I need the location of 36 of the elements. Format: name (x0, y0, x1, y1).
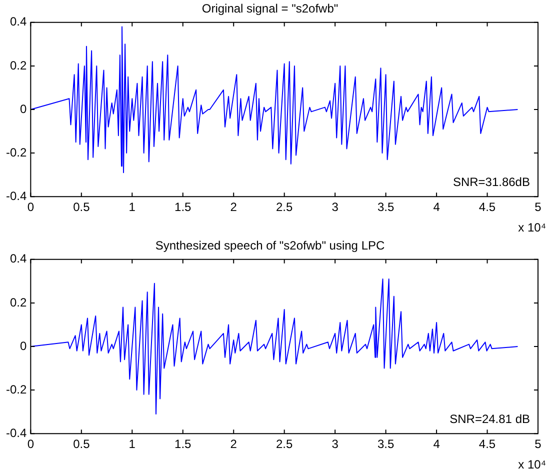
y-tick-label: -0.4 (6, 188, 27, 203)
x-tick-label: 0.5 (73, 437, 90, 452)
x-tick-label: 5 (534, 437, 542, 452)
x-tick-label: 2 (230, 200, 238, 214)
x-tick-label: 1.5 (174, 200, 192, 214)
annotation: SNR=31.86dB (452, 174, 530, 189)
text: x 10⁴ (518, 220, 546, 234)
y-tick-label: 0.2 (10, 295, 27, 310)
x-tick-label: 4 (433, 200, 440, 214)
x-tick-label: 1.5 (174, 437, 192, 452)
x-tick-label: 4.5 (478, 437, 496, 452)
x-tick-label: 2 (230, 437, 238, 452)
y-tick-label: 0 (20, 102, 27, 116)
x-tick-label: 3 (332, 437, 339, 452)
y-tick-label: -0.2 (6, 382, 27, 396)
x-tick-label: 3.5 (377, 200, 394, 214)
y-tick-label: -0.4 (6, 426, 27, 440)
y-tick-label: 0.4 (10, 14, 27, 29)
x-tick-label: 3 (332, 200, 339, 214)
y-tick-label: 0 (20, 338, 27, 353)
x-tick-label: 3.5 (377, 437, 394, 452)
chart-title: Synthesized speech of "s2ofwb" using LPC (155, 238, 385, 253)
x-tick-label: 5 (534, 200, 542, 214)
x-tick-label: 4 (433, 437, 440, 452)
x-tick-label: 2.5 (276, 200, 294, 214)
y-tick-label: 0.4 (10, 252, 27, 266)
x-tick-label: 4.5 (478, 200, 496, 214)
text: x 10⁴ (518, 457, 546, 472)
x-tick-label: 1 (128, 200, 136, 214)
chart-title: Original signal = "s2ofwb" (202, 2, 338, 16)
annotation: SNR=24.81 dB (450, 412, 530, 426)
y-tick-label: 0.2 (10, 58, 27, 72)
x-tick-label: 2.5 (276, 437, 294, 452)
x-tick-label: 1 (128, 437, 136, 452)
x-tick-label: 0.5 (73, 200, 90, 214)
y-tick-label: -0.2 (6, 145, 27, 160)
